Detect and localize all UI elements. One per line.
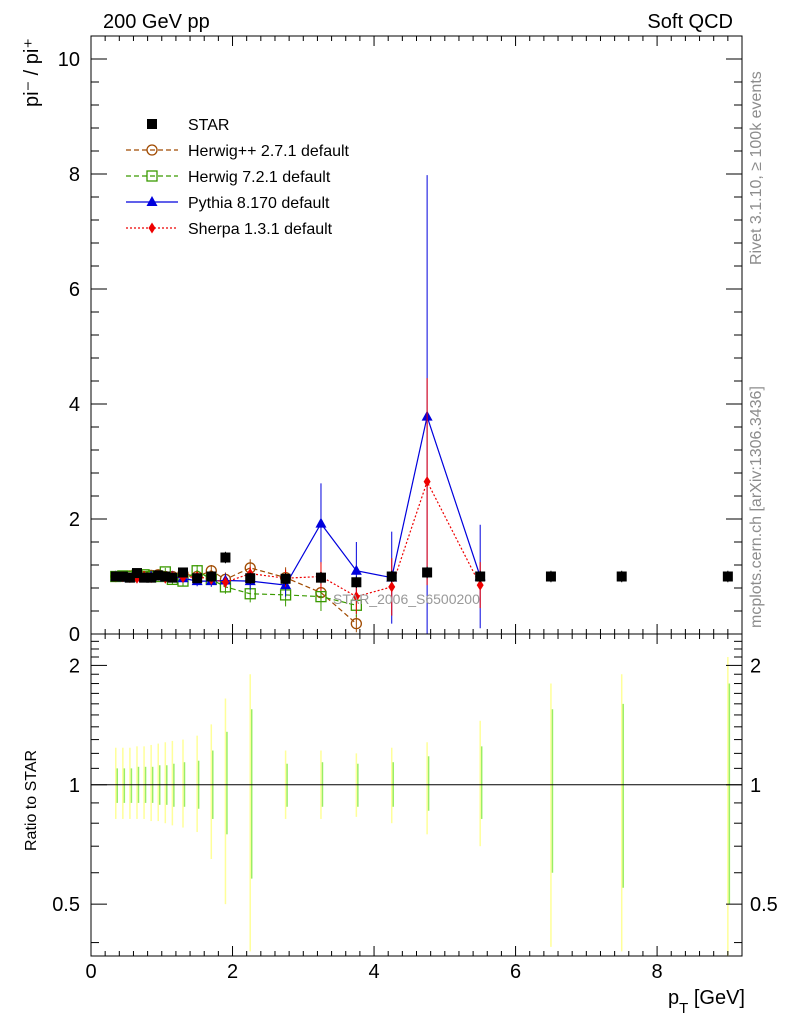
data-point <box>476 579 484 591</box>
series-star <box>110 551 733 588</box>
series-pythia-8-170-default <box>110 175 486 634</box>
x-tick-label: 6 <box>510 961 521 983</box>
header-right: Soft QCD <box>647 11 733 33</box>
data-point <box>350 618 363 630</box>
legend-label: Sherpa 1.3.1 default <box>188 221 333 238</box>
ratio-axis-ticks: 0 2 4 6 8 0.5 0.5 1 1 2 2 <box>52 634 778 983</box>
legend-label: Pythia 8.170 default <box>188 195 330 212</box>
data-point <box>352 591 360 603</box>
ratio-frame-border <box>90 633 743 957</box>
data-point <box>616 571 627 582</box>
ratio-band-layer <box>91 656 742 956</box>
data-point <box>177 567 188 578</box>
data-point <box>153 570 164 581</box>
legend: STAR Herwig++ 2.7.1 default Herwig 7.2.1 d… <box>126 117 350 238</box>
ratio-y-label: Ratio to STAR <box>23 750 40 851</box>
ratio-y-tick-label-right: 2 <box>750 655 761 677</box>
data-point <box>206 571 217 582</box>
data-point <box>245 573 256 584</box>
legend-label: STAR <box>188 117 229 134</box>
header-left: 200 GeV pp <box>103 11 210 33</box>
data-point <box>315 517 327 528</box>
data-point <box>388 581 396 593</box>
rivet-label: Rivet 3.1.10, ≥ 100k events <box>748 71 765 265</box>
main-data-layer <box>110 175 733 634</box>
data-point <box>117 571 128 582</box>
data-point <box>124 572 135 583</box>
series-line <box>115 414 481 586</box>
legend-marker <box>146 144 158 156</box>
data-point <box>475 571 486 582</box>
data-point <box>315 572 326 583</box>
data-point <box>160 571 171 582</box>
data-point <box>139 572 150 583</box>
data-point <box>386 571 397 582</box>
data-point <box>167 572 178 583</box>
ratio-y-tick-label-right: 0.5 <box>750 894 778 916</box>
y-tick-label: 6 <box>69 279 80 301</box>
data-point <box>192 573 203 584</box>
data-point <box>423 476 431 488</box>
y-tick-label: 2 <box>69 509 80 531</box>
data-point <box>315 590 327 603</box>
data-point <box>146 572 157 583</box>
data-point <box>110 571 121 582</box>
data-point <box>220 552 231 563</box>
data-point <box>545 571 556 582</box>
data-point <box>722 571 733 582</box>
legend-marker <box>146 196 158 206</box>
mcplots-label: mcplots.cern.ch [arXiv:1306.3436] <box>748 386 765 628</box>
y-tick-label: 4 <box>69 394 80 416</box>
legend-marker <box>147 119 157 129</box>
y-tick-label: 0 <box>69 624 80 646</box>
main-axis-ticks: 0 2 4 6 8 10 <box>58 36 742 646</box>
main-y-label: pi⁻ / pi⁺ <box>21 38 43 107</box>
x-axis-label: pT [GeV] <box>668 987 745 1017</box>
ratio-y-tick-label-right: 1 <box>750 775 761 797</box>
ratio-y-tick-label: 1 <box>69 775 80 797</box>
x-tick-label: 4 <box>368 961 379 983</box>
legend-label: Herwig 7.2.1 default <box>188 169 331 186</box>
legend-marker <box>146 170 158 182</box>
x-tick-label: 2 <box>227 961 238 983</box>
data-point <box>280 573 291 584</box>
data-point <box>422 567 433 578</box>
data-point <box>131 568 142 579</box>
legend-marker <box>148 222 156 234</box>
data-point <box>221 576 229 588</box>
analysis-watermark: STAR_2006_S6500200 <box>333 591 480 607</box>
ratio-y-tick-label: 0.5 <box>52 894 80 916</box>
x-tick-label: 8 <box>652 961 663 983</box>
data-point <box>351 577 362 588</box>
y-tick-label: 10 <box>58 49 80 71</box>
legend-label: Herwig++ 2.7.1 default <box>188 143 350 160</box>
ratio-panel <box>90 633 743 957</box>
x-tick-label: 0 <box>85 961 96 983</box>
ratio-y-tick-label: 2 <box>69 655 80 677</box>
data-point <box>350 564 362 575</box>
y-tick-label: 8 <box>69 164 80 186</box>
